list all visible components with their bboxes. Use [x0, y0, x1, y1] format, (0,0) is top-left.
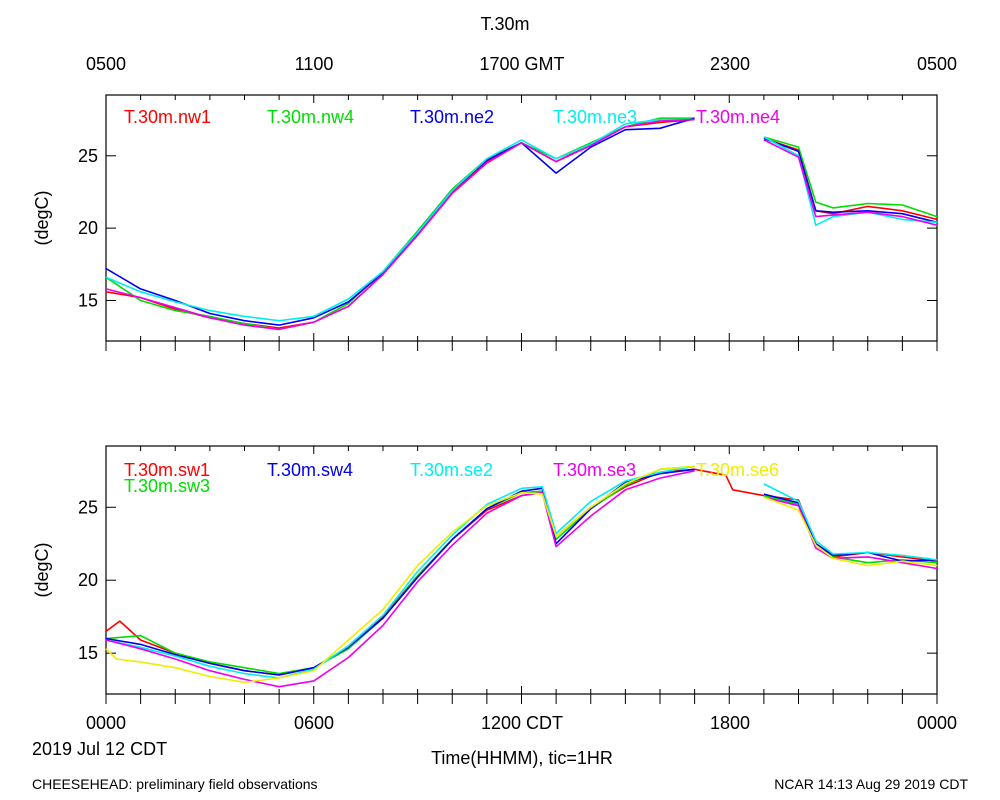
top-tick-label: 0500	[917, 54, 957, 74]
legend-entry: T.30m.ne2	[410, 107, 494, 127]
legend-entry: T.30m.ne4	[696, 107, 780, 127]
series-line-T.30m.sw4	[105, 468, 695, 676]
series-line-T.30m.se6	[105, 465, 695, 684]
legend-entry: T.30m.nw4	[267, 107, 354, 127]
series-line-T.30m.ne4	[763, 139, 938, 226]
legend-entry: T.30m.nw1	[124, 107, 211, 127]
y-tick-label: 25	[78, 497, 98, 517]
series-line-T.30m.nw4	[763, 136, 938, 218]
legend-entry: T.30m.se3	[553, 460, 636, 480]
legend-entry: T.30m.se2	[410, 460, 493, 480]
footer-project-note: CHEESEHEAD: preliminary field observatio…	[32, 776, 318, 792]
series-line-T.30m.se2	[105, 465, 695, 679]
series-line-T.30m.ne3	[105, 118, 695, 322]
series-line-T.30m.ne2	[763, 137, 938, 224]
top-tick-label: 2300	[710, 54, 750, 74]
series-line-T.30m.se6	[763, 496, 938, 567]
y-axis-title: (degC)	[32, 542, 52, 597]
top-tick-label: 1100	[295, 54, 334, 74]
series-line-T.30m.ne3	[763, 136, 938, 226]
legend-entry: T.30m.sw4	[267, 460, 353, 480]
footer-timestamp: NCAR 14:13 Aug 29 2019 CDT	[774, 776, 968, 792]
y-axis-title: (degC)	[32, 190, 52, 245]
bottom-tick-label: 0600	[294, 713, 334, 733]
bottom-tick-label: 1200 CDT	[481, 713, 563, 733]
bottom-tick-label: 0000	[917, 713, 957, 733]
date-label: 2019 Jul 12 CDT	[32, 739, 167, 759]
y-tick-label: 15	[78, 643, 98, 663]
y-tick-label: 20	[78, 218, 98, 238]
legend-entry: T.30m.sw1	[124, 460, 210, 480]
series-line-T.30m.ne4	[105, 118, 695, 331]
legend-entry: T.30m.sw3	[124, 476, 210, 496]
x-axis-title: Time(HHMM), tic=1HR	[431, 748, 613, 768]
top-tick-label: 1700 GMT	[479, 54, 564, 74]
legend-entry: T.30m.ne3	[553, 107, 637, 127]
figure-title: T.30m	[480, 14, 529, 34]
top-tick-label: 0500	[86, 54, 126, 74]
series-line-T.30m.se2	[763, 483, 938, 561]
bottom-tick-label: 0000	[86, 713, 126, 733]
bottom-tick-label: 1800	[710, 713, 750, 733]
y-tick-label: 20	[78, 570, 98, 590]
top-panel-plot: 15 20 25 (degC) T.30m.nw1 T.30m.nw4 T.30m.ne2 T…	[32, 94, 938, 351]
series-line-T.30m.se3	[105, 470, 695, 688]
y-tick-label: 25	[78, 146, 98, 166]
series-line-T.30m.nw1	[763, 137, 938, 221]
legend-entry: T.30m.se6	[696, 460, 779, 480]
y-tick-label: 15	[78, 290, 98, 310]
